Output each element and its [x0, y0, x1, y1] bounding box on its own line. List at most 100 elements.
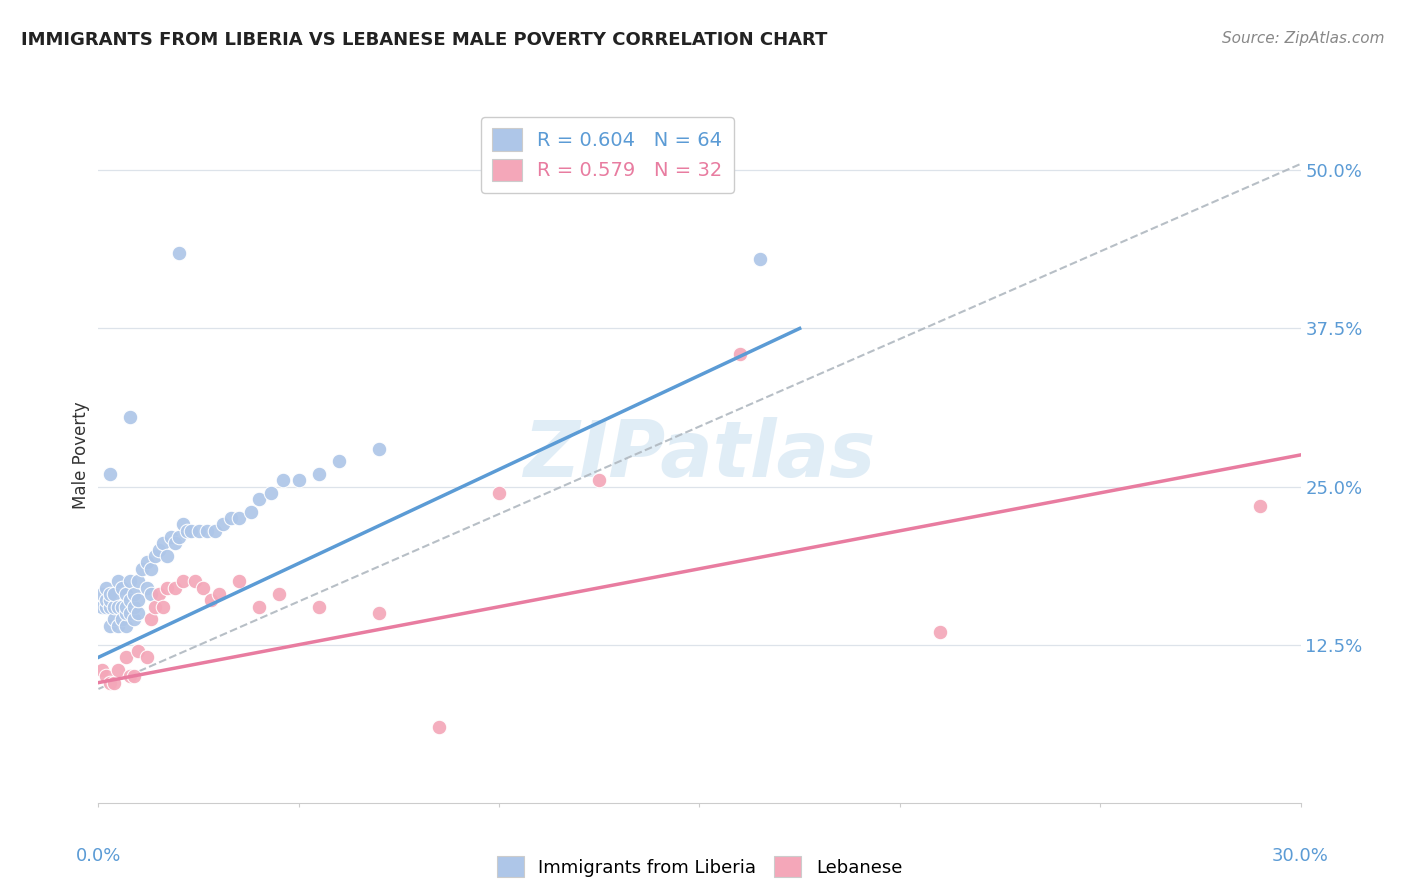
Point	[96, 599, 118, 614]
Point	[100, 587, 122, 601]
Point	[111, 581, 134, 595]
Point	[103, 675, 125, 690]
Point	[135, 556, 157, 570]
Point	[124, 612, 146, 626]
Point	[195, 524, 218, 538]
Point	[588, 473, 610, 487]
Point	[929, 625, 952, 640]
Point	[124, 587, 146, 601]
Point	[163, 536, 186, 550]
Point	[131, 562, 153, 576]
Point	[308, 599, 330, 614]
Point	[91, 663, 114, 677]
Point	[107, 599, 129, 614]
Point	[191, 581, 214, 595]
Point	[288, 473, 311, 487]
Point	[115, 650, 138, 665]
Point	[100, 675, 122, 690]
Point	[135, 581, 157, 595]
Point	[183, 574, 205, 589]
Point	[128, 574, 150, 589]
Point	[204, 524, 226, 538]
Y-axis label: Male Poverty: Male Poverty	[72, 401, 90, 508]
Legend: Immigrants from Liberia, Lebanese: Immigrants from Liberia, Lebanese	[489, 849, 910, 884]
Point	[368, 606, 391, 620]
Point	[488, 486, 510, 500]
Point	[100, 467, 122, 481]
Point	[100, 593, 122, 607]
Point	[228, 574, 250, 589]
Point	[111, 612, 134, 626]
Point	[107, 574, 129, 589]
Point	[172, 517, 194, 532]
Point	[91, 587, 114, 601]
Point	[748, 252, 770, 266]
Point	[128, 606, 150, 620]
Point	[155, 581, 177, 595]
Point	[124, 669, 146, 683]
Point	[180, 524, 202, 538]
Point	[135, 650, 157, 665]
Point	[96, 669, 118, 683]
Point	[107, 618, 129, 632]
Point	[124, 599, 146, 614]
Point	[120, 409, 142, 424]
Point	[103, 587, 125, 601]
Point	[107, 663, 129, 677]
Point	[120, 574, 142, 589]
Point	[100, 599, 122, 614]
Point	[143, 599, 166, 614]
Point	[211, 517, 233, 532]
Point	[176, 524, 198, 538]
Point	[143, 549, 166, 563]
Point	[139, 562, 162, 576]
Point	[96, 593, 118, 607]
Point	[200, 593, 222, 607]
Point	[172, 574, 194, 589]
Point	[100, 618, 122, 632]
Point	[91, 599, 114, 614]
Point	[368, 442, 391, 456]
Point	[239, 505, 262, 519]
Text: 0.0%: 0.0%	[76, 847, 121, 865]
Point	[103, 599, 125, 614]
Point	[120, 606, 142, 620]
Point	[96, 581, 118, 595]
Point	[120, 593, 142, 607]
Point	[247, 599, 270, 614]
Point	[187, 524, 209, 538]
Point	[247, 492, 270, 507]
Point	[120, 669, 142, 683]
Point	[103, 612, 125, 626]
Point	[308, 467, 330, 481]
Text: 30.0%: 30.0%	[1272, 847, 1329, 865]
Point	[115, 599, 138, 614]
Point	[271, 473, 294, 487]
Point	[328, 454, 350, 468]
Point	[128, 593, 150, 607]
Text: Source: ZipAtlas.com: Source: ZipAtlas.com	[1222, 31, 1385, 46]
Point	[163, 581, 186, 595]
Point	[115, 587, 138, 601]
Point	[228, 511, 250, 525]
Point	[208, 587, 231, 601]
Point	[115, 618, 138, 632]
Point	[728, 347, 751, 361]
Point	[148, 542, 170, 557]
Point	[427, 720, 450, 734]
Text: ZIPatlas: ZIPatlas	[523, 417, 876, 493]
Point	[155, 549, 177, 563]
Point	[128, 644, 150, 658]
Point	[267, 587, 290, 601]
Point	[260, 486, 283, 500]
Text: IMMIGRANTS FROM LIBERIA VS LEBANESE MALE POVERTY CORRELATION CHART: IMMIGRANTS FROM LIBERIA VS LEBANESE MALE…	[21, 31, 828, 49]
Point	[1250, 499, 1272, 513]
Point	[167, 530, 190, 544]
Point	[167, 245, 190, 260]
Point	[139, 612, 162, 626]
Point	[152, 599, 174, 614]
Point	[115, 606, 138, 620]
Point	[111, 599, 134, 614]
Point	[159, 530, 181, 544]
Point	[152, 536, 174, 550]
